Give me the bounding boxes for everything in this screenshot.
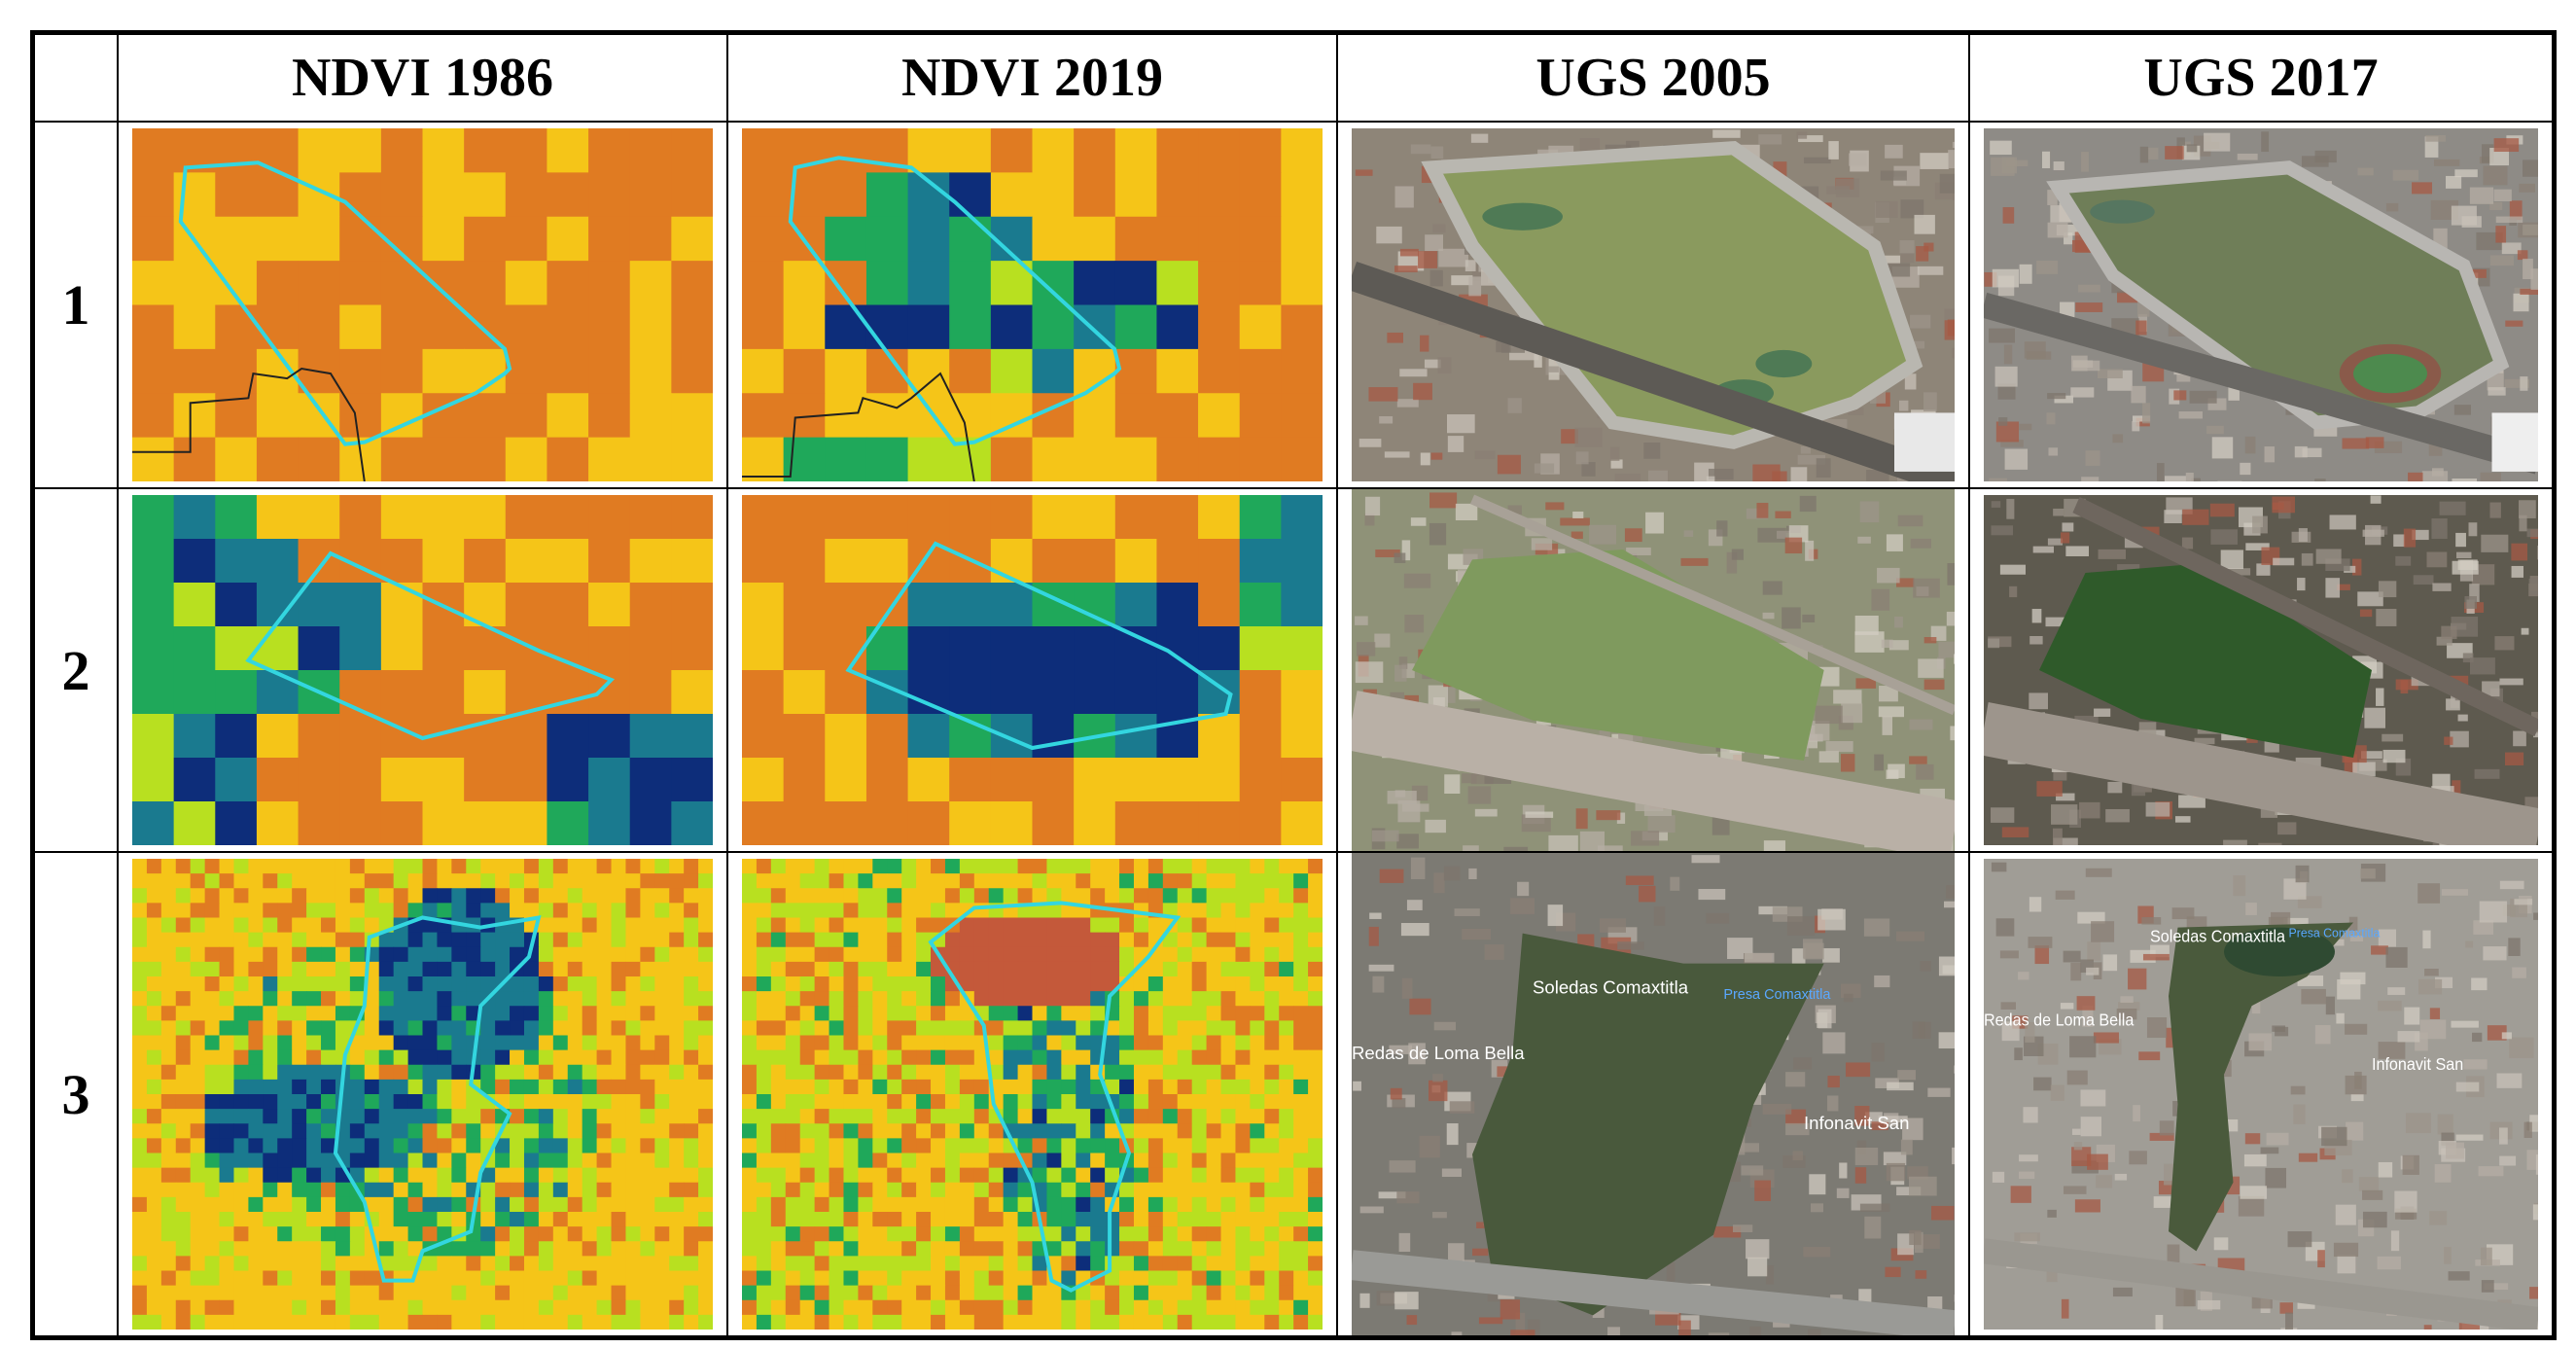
row-label-1: 1 — [33, 121, 119, 489]
study-area-polygon — [928, 901, 1182, 1293]
col-header-ugs-2017: UGS 2017 — [1968, 33, 2554, 123]
ndvi-1986-site-2-raster — [132, 495, 713, 845]
satellite-image: Soledas Comaxtitla Presa Comaxtitla Reda… — [1352, 853, 1955, 1335]
ndvi-2019-site-2-map — [742, 495, 1323, 845]
map-label: Presa Comaxtitla — [1723, 987, 1831, 1003]
satellite-image — [1352, 128, 1955, 481]
ugs-2017-site-2-image — [1984, 495, 2538, 845]
ugs-2017-site-3-image: Soledas Comaxtitla Presa Comaxtitla Reda… — [1984, 859, 2538, 1330]
ndvi-2019-site-2-raster — [742, 495, 1323, 845]
ndvi-1986-site-2-map — [132, 495, 713, 845]
satellite-image — [1984, 128, 2538, 481]
map-label: Redas de Loma Bella — [1984, 1011, 2135, 1030]
ndvi-2019-site-1-raster — [742, 128, 1323, 481]
row-label-2: 2 — [33, 487, 119, 853]
map-label: Soledas Comaxtitla — [1533, 977, 1689, 998]
satellite-image: Soledas Comaxtitla Presa Comaxtitla Reda… — [1984, 859, 2538, 1330]
row-1: 1 — [33, 121, 2554, 489]
study-area-polygon — [845, 541, 1233, 751]
col-header-ugs-2005: UGS 2005 — [1336, 33, 1970, 123]
ugs-2005-site-3-image: Soledas Comaxtitla Presa Comaxtitla Reda… — [1352, 853, 1955, 1335]
study-area-polygon — [333, 915, 542, 1283]
map-label: Infonavit San — [1804, 1113, 1909, 1133]
ndvi-2019-site-3-raster — [742, 859, 1323, 1330]
ndvi-2019-site-1-map — [742, 128, 1323, 481]
ndvi-1986-site-3-map — [132, 859, 713, 1330]
map-label: Infonavit San — [2372, 1054, 2463, 1074]
row-2: 2 — [33, 487, 2554, 853]
col-header-ndvi-2019: NDVI 2019 — [726, 33, 1338, 123]
ugs-2005-site-2-image — [1352, 489, 1955, 851]
ugs-2005-site-1-image — [1352, 128, 1955, 481]
study-area-polygon — [245, 550, 616, 741]
study-area-polygon — [788, 156, 1122, 446]
study-area-polygon — [178, 160, 512, 446]
map-label: Soledas Comaxtitla — [2150, 927, 2286, 946]
map-label: Presa Comaxtitla — [2289, 925, 2382, 940]
header-row: NDVI 1986 NDVI 2019 UGS 2005 UGS 2017 — [33, 33, 2554, 123]
boundary-line — [132, 367, 366, 481]
satellite-image — [1984, 495, 2538, 845]
figure-panel-grid: NDVI 1986 NDVI 2019 UGS 2005 UGS 2017 1 — [30, 30, 2557, 1340]
ndvi-1986-site-1-raster — [132, 128, 713, 481]
boundary-line — [742, 372, 975, 481]
satellite-image — [1352, 489, 1955, 851]
ndvi-1986-site-3-raster — [132, 859, 713, 1330]
row-3: 3 Soledas Comaxtitla Presa Comaxtitla Re… — [33, 851, 2554, 1337]
corner-cell — [33, 33, 119, 123]
comparison-table: NDVI 1986 NDVI 2019 UGS 2005 UGS 2017 1 — [30, 30, 2557, 1340]
col-header-ndvi-1986: NDVI 1986 — [117, 33, 728, 123]
ndvi-1986-site-1-map — [132, 128, 713, 481]
row-label-3: 3 — [33, 851, 119, 1337]
ugs-2017-site-1-image — [1984, 128, 2538, 481]
map-label: Redas de Loma Bella — [1352, 1043, 1525, 1063]
ndvi-2019-site-3-map — [742, 859, 1323, 1330]
